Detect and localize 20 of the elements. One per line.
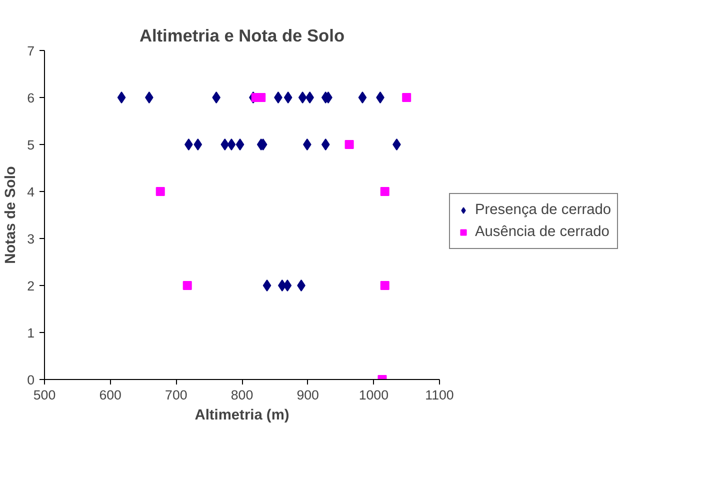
y-tick-label: 7 (27, 44, 35, 58)
x-tick-label: 500 (33, 388, 56, 402)
x-tick-label: 900 (296, 388, 319, 402)
y-tick-label: 0 (27, 372, 35, 388)
y-axis-title: Notas de Solo (3, 166, 20, 264)
x-axis-title: Altimetria (m) (194, 408, 290, 424)
chart-title: Altimetria e Nota de Solo (139, 26, 345, 46)
y-tick-label: 1 (27, 326, 35, 340)
y-tick-label: 6 (27, 90, 35, 106)
x-tick-label: 600 (99, 388, 122, 402)
legend-label: Presença de cerrado (475, 202, 612, 218)
legend-label: Ausência de cerrado (475, 224, 610, 240)
y-tick-label: 2 (27, 278, 35, 294)
y-tick-label: 5 (27, 138, 35, 152)
x-tick-label: 800 (230, 388, 254, 402)
y-tick-label: 3 (27, 232, 35, 246)
y-tick-label: 4 (27, 184, 36, 200)
x-tick-label: 700 (165, 388, 188, 402)
x-tick-label: 1000 (358, 388, 388, 402)
x-tick-label: 1100 (425, 388, 454, 402)
